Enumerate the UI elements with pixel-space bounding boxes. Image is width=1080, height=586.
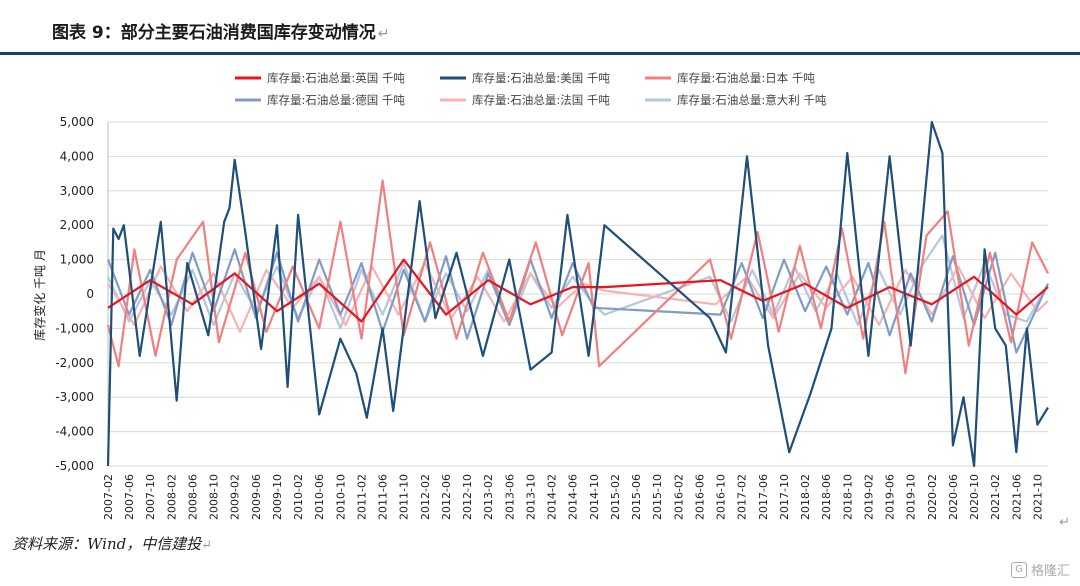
title-divider bbox=[0, 52, 1080, 55]
x-tick-label: 2014-10 bbox=[588, 474, 601, 520]
x-tick-label: 2021-02 bbox=[989, 474, 1002, 520]
y-tick-label: 2,000 bbox=[60, 218, 94, 232]
x-tick-label: 2011-06 bbox=[377, 474, 390, 520]
x-tick-label: 2018-10 bbox=[841, 474, 854, 520]
source-text: 资料来源：Wind，中信建投 bbox=[12, 535, 202, 553]
x-tick-label: 2017-06 bbox=[757, 474, 770, 520]
x-tick-label: 2011-10 bbox=[398, 474, 411, 520]
x-tick-label: 2013-02 bbox=[482, 474, 495, 520]
y-tick-label: 3,000 bbox=[60, 184, 94, 198]
legend-label: 库存量:石油总量:法国 千吨 bbox=[472, 93, 610, 107]
x-tick-label: 2007-10 bbox=[144, 474, 157, 520]
source-return-mark-icon: ↵ bbox=[201, 538, 213, 553]
y-tick-label: -4,000 bbox=[55, 425, 94, 439]
x-tick-label: 2007-02 bbox=[102, 474, 115, 520]
x-tick-label: 2018-02 bbox=[799, 474, 812, 520]
series-line-1 bbox=[106, 120, 1049, 468]
x-tick-label: 2018-06 bbox=[820, 474, 833, 520]
x-tick-label: 2017-02 bbox=[736, 474, 749, 520]
page-title-text: 图表 9：部分主要石油消费国库存变动情况 bbox=[52, 23, 376, 43]
y-tick-label: -5,000 bbox=[55, 459, 94, 473]
page-title: 图表 9：部分主要石油消费国库存变动情况 ↵ bbox=[52, 18, 389, 43]
y-tick-label: -3,000 bbox=[55, 390, 94, 404]
x-tick-label: 2019-10 bbox=[905, 474, 918, 520]
x-tick-label: 2007-06 bbox=[123, 474, 136, 520]
x-tick-label: 2010-06 bbox=[313, 474, 326, 520]
y-tick-label: 4,000 bbox=[60, 149, 94, 163]
x-tick-label: 2011-02 bbox=[355, 474, 368, 520]
return-mark-icon: ↵ bbox=[377, 26, 390, 42]
x-tick-label: 2014-02 bbox=[546, 474, 559, 520]
x-tick-label: 2015-02 bbox=[609, 474, 622, 520]
y-axis: 5,000 4,000 3,000 2,000 1,000 0 -1,000 -2,000 -3… bbox=[55, 115, 109, 473]
x-tick-label: 2012-10 bbox=[461, 474, 474, 520]
x-tick-label: 2015-06 bbox=[630, 474, 643, 520]
legend-label: 库存量:石油总量:德国 千吨 bbox=[267, 93, 405, 107]
series-line-0 bbox=[107, 258, 1049, 323]
x-tick-label: 2016-10 bbox=[715, 474, 728, 520]
y-tick-label: -1,000 bbox=[55, 321, 94, 335]
x-tick-label: 2009-02 bbox=[229, 474, 242, 520]
x-tick-label: 2021-10 bbox=[1031, 474, 1044, 520]
x-tick-label: 2019-06 bbox=[884, 474, 897, 520]
x-tick-label: 2009-06 bbox=[250, 474, 263, 520]
watermark-logo-icon: G bbox=[1010, 561, 1027, 578]
x-tick-label: 2010-02 bbox=[292, 474, 305, 520]
y-tick-label: 1,000 bbox=[60, 253, 94, 267]
legend-label: 库存量:石油总量:意大利 千吨 bbox=[677, 93, 827, 107]
x-tick-label: 2014-06 bbox=[567, 474, 580, 520]
chart-legend: 库存量:石油总量:英国 千吨 库存量:石油总量:美国 千吨 库存量:石油总量:日本 … bbox=[235, 71, 827, 107]
x-tick-label: 2020-02 bbox=[926, 474, 939, 520]
x-tick-label: 2009-10 bbox=[271, 474, 284, 520]
watermark-text: 格隆汇 bbox=[1030, 564, 1070, 579]
x-tick-label: 2008-06 bbox=[186, 474, 199, 520]
y-tick-label: 0 bbox=[86, 287, 94, 301]
y-tick-label: 5,000 bbox=[60, 115, 94, 129]
legend-label: 库存量:石油总量:英国 千吨 bbox=[267, 71, 405, 85]
x-tick-label: 2017-10 bbox=[778, 474, 791, 520]
inventory-line-chart: 库存量:石油总量:英国 千吨 库存量:石油总量:美国 千吨 库存量:石油总量:日本 … bbox=[32, 71, 1049, 520]
x-axis: 2007-02 2007-06 2007-10 2008-02 2008-06 2008-… bbox=[102, 474, 1044, 520]
x-tick-label: 2013-10 bbox=[524, 474, 537, 520]
y-axis-label: 库存变化 千吨 月 bbox=[32, 249, 47, 341]
x-tick-label: 2012-02 bbox=[419, 474, 432, 520]
x-tick-label: 2013-06 bbox=[503, 474, 516, 520]
x-tick-label: 2010-10 bbox=[334, 474, 347, 520]
x-tick-label: 2020-10 bbox=[968, 474, 981, 520]
chart-series bbox=[106, 120, 1049, 468]
x-tick-label: 2019-02 bbox=[862, 474, 875, 520]
x-tick-label: 2016-06 bbox=[693, 474, 706, 520]
x-tick-label: 2021-06 bbox=[1010, 474, 1023, 520]
y-tick-label: -2,000 bbox=[55, 356, 94, 370]
x-tick-label: 2020-06 bbox=[947, 474, 960, 520]
x-tick-label: 2008-02 bbox=[165, 474, 178, 520]
source-note: 资料来源：Wind，中信建投↵ bbox=[12, 533, 212, 554]
x-tick-label: 2008-10 bbox=[208, 474, 221, 520]
legend-label: 库存量:石油总量:美国 千吨 bbox=[472, 71, 610, 85]
return-mark-icon: ↵ bbox=[1059, 515, 1070, 530]
x-tick-label: 2012-06 bbox=[440, 474, 453, 520]
legend-label: 库存量:石油总量:日本 千吨 bbox=[677, 71, 815, 85]
watermark: G 格隆汇 bbox=[1010, 560, 1070, 579]
x-tick-label: 2015-10 bbox=[651, 474, 664, 520]
x-tick-label: 2016-02 bbox=[672, 474, 685, 520]
series-line-2 bbox=[106, 179, 1049, 375]
